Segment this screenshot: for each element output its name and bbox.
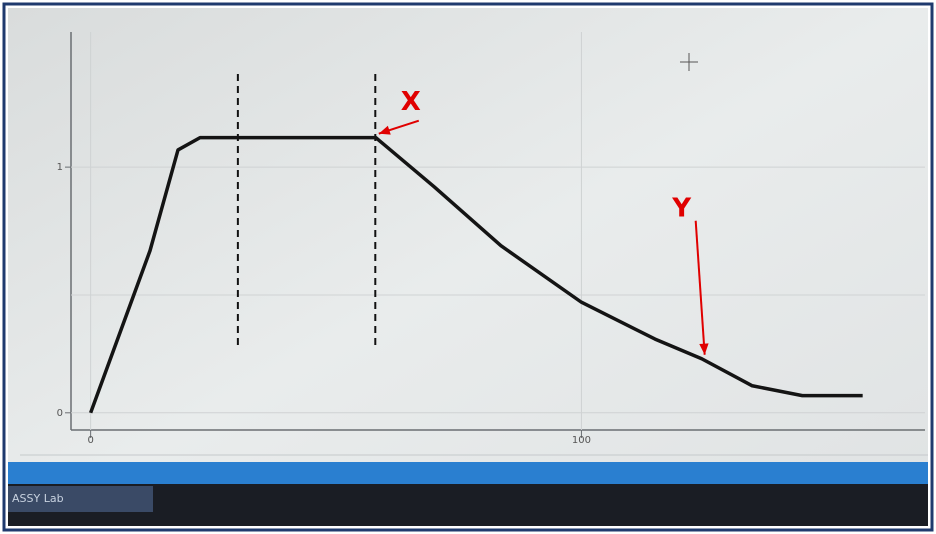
monitor — [8, 8, 928, 526]
y-tick-label: 0 — [57, 408, 63, 419]
annotation-label: Y — [671, 193, 692, 223]
y-tick-label: 1 — [57, 162, 63, 173]
x-tick-label: 100 — [572, 435, 591, 446]
taskbar — [8, 462, 928, 484]
taskbar-label: ASSY Lab — [12, 492, 64, 505]
x-tick-label: 0 — [87, 435, 93, 446]
screen: ASSY Lab 0 100 0 1 X Y — [0, 0, 936, 534]
annotation-label: X — [401, 87, 421, 117]
